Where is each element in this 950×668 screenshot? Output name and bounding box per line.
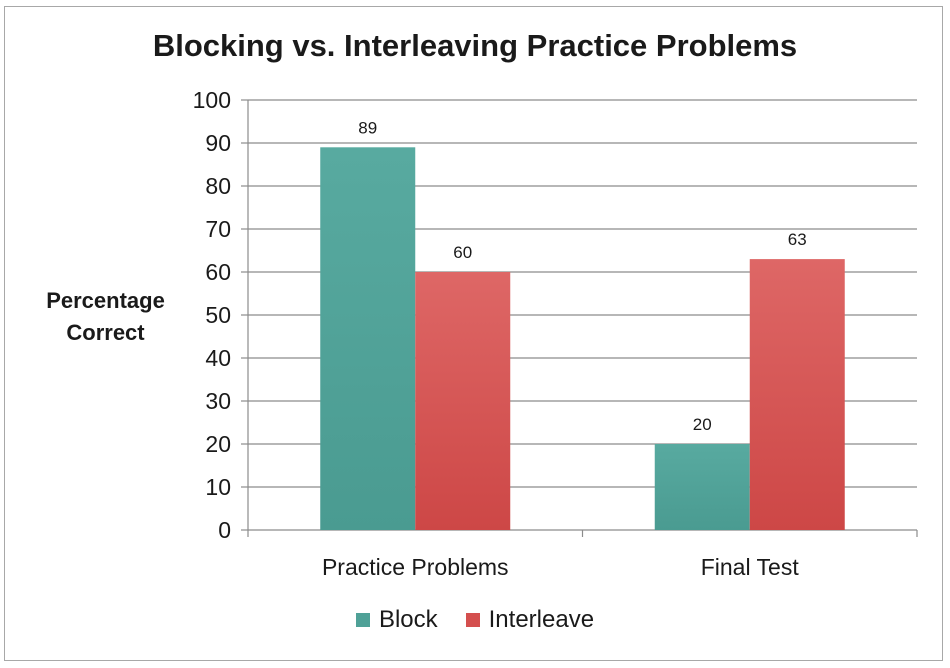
- y-tick-label: 70: [205, 216, 231, 242]
- data-label: 89: [358, 118, 377, 137]
- legend-label-interleave: Interleave: [488, 606, 595, 633]
- data-label: 63: [788, 230, 807, 249]
- y-tick-label: 50: [205, 302, 231, 328]
- data-label: 60: [453, 243, 472, 262]
- x-tick-label: Final Test: [701, 554, 800, 580]
- bar-block: [320, 147, 416, 531]
- legend: Block Interleave: [0, 606, 950, 634]
- y-tick-label: 10: [205, 474, 231, 500]
- legend-swatch-block: [355, 613, 370, 627]
- chart-title: Blocking vs. Interleaving Practice Probl…: [152, 28, 798, 63]
- x-tick-label: Practice Problems: [322, 554, 509, 580]
- bar-interleave: [749, 259, 845, 530]
- data-label: 20: [693, 415, 712, 434]
- y-tick-label: 100: [193, 87, 231, 113]
- y-tick-label: 90: [205, 130, 231, 156]
- bar-interleave: [415, 272, 511, 530]
- y-tick-label: 60: [205, 259, 231, 285]
- y-tick-label: 40: [205, 345, 231, 371]
- y-tick-label: 20: [205, 431, 231, 457]
- bar-block: [654, 444, 750, 530]
- y-tick-label: 30: [205, 388, 231, 414]
- legend-label-block: Block: [378, 606, 438, 633]
- y-axis-label: Percentage Correct: [46, 288, 165, 345]
- legend-item-interleave: Interleave: [465, 606, 595, 634]
- legend-swatch-interleave: [465, 613, 480, 627]
- y-tick-label: 80: [205, 173, 231, 199]
- y-tick-label: 0: [218, 517, 231, 543]
- legend-item-block: Block: [355, 606, 438, 634]
